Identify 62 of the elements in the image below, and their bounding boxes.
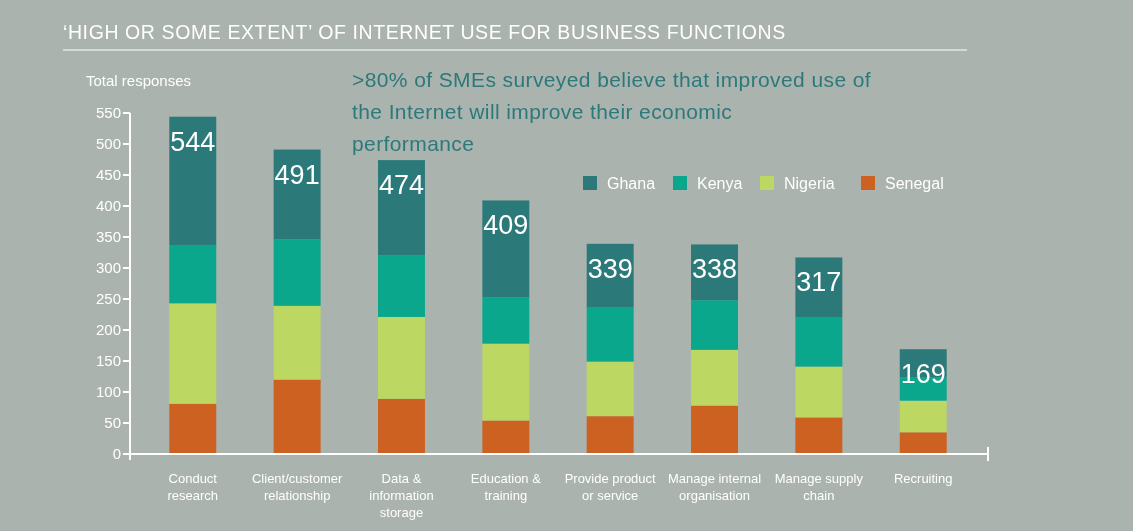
y-tick-label: 100 bbox=[95, 383, 121, 401]
bar bbox=[795, 316, 843, 367]
bar bbox=[899, 400, 947, 433]
total-label: 169 bbox=[900, 359, 946, 390]
legend-label: Kenya bbox=[697, 174, 743, 192]
bar bbox=[169, 303, 217, 404]
bar bbox=[169, 245, 217, 304]
x-tick-label: Manage internal organisation bbox=[667, 471, 762, 503]
legend-label: Senegal bbox=[885, 174, 944, 192]
bar bbox=[169, 403, 217, 454]
total-label: 317 bbox=[796, 267, 842, 298]
bar bbox=[482, 200, 530, 298]
bar bbox=[273, 149, 321, 240]
bar bbox=[273, 379, 321, 454]
y-tick-label: 150 bbox=[95, 352, 121, 370]
bar bbox=[795, 366, 843, 418]
y-axis-title: Total responses bbox=[86, 72, 192, 89]
bar bbox=[482, 343, 530, 421]
x-tick-label: Education & training bbox=[470, 471, 542, 503]
x-tick-label: Manage supply chain bbox=[774, 471, 864, 503]
total-label: 474 bbox=[378, 170, 425, 201]
legend-label: Nigeria bbox=[784, 174, 835, 192]
bar bbox=[378, 316, 425, 399]
total-label: 338 bbox=[691, 254, 738, 285]
y-tick-label: 50 bbox=[104, 414, 121, 432]
y-tick-label: 350 bbox=[95, 228, 121, 246]
total-label: 544 bbox=[170, 126, 216, 157]
chart-subtitle: >80% of SMEs surveyed believe that improved use of the Internet will improve their economic performance bbox=[352, 68, 872, 155]
bar bbox=[273, 239, 321, 306]
y-tick-label: 250 bbox=[95, 290, 121, 308]
bar bbox=[691, 300, 738, 350]
bar bbox=[378, 255, 425, 317]
y-tick-label: 450 bbox=[95, 166, 121, 184]
bar bbox=[482, 420, 530, 454]
bar bbox=[378, 398, 425, 454]
y-tick-label: 0 bbox=[112, 445, 121, 463]
y-tick-label: 550 bbox=[95, 104, 121, 122]
total-label: 409 bbox=[483, 210, 529, 241]
bar bbox=[169, 116, 217, 246]
bar bbox=[691, 405, 738, 454]
bar bbox=[482, 297, 530, 344]
bar bbox=[273, 305, 321, 380]
x-tick-label: Conduct research bbox=[167, 471, 219, 503]
y-tick-label: 500 bbox=[95, 135, 121, 153]
total-label: 339 bbox=[587, 253, 633, 284]
y-tick-label: 200 bbox=[95, 321, 121, 339]
bar bbox=[586, 361, 634, 417]
bar bbox=[795, 417, 843, 454]
bar bbox=[691, 349, 738, 406]
y-tick-label: 300 bbox=[95, 259, 121, 277]
x-tick-label: Data & information storage bbox=[369, 471, 434, 520]
total-label: 491 bbox=[274, 159, 320, 190]
x-tick-label: Provide product or service bbox=[564, 471, 657, 503]
x-tick-label: Recruiting bbox=[893, 471, 953, 486]
legend-label: Ghana bbox=[607, 174, 656, 192]
bar bbox=[378, 160, 425, 256]
bar bbox=[899, 432, 947, 454]
chart-title: ‘HIGH OR SOME EXTENT’ OF INTERNET USE FOR BUSINESS FUNCTIONS bbox=[63, 21, 786, 43]
y-tick-label: 400 bbox=[95, 197, 121, 215]
x-tick-label: Client/customer relationship bbox=[251, 471, 343, 503]
bar bbox=[586, 307, 634, 362]
bar bbox=[586, 416, 634, 454]
